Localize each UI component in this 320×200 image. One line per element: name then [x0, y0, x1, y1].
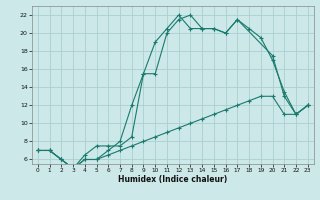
X-axis label: Humidex (Indice chaleur): Humidex (Indice chaleur) — [118, 175, 228, 184]
